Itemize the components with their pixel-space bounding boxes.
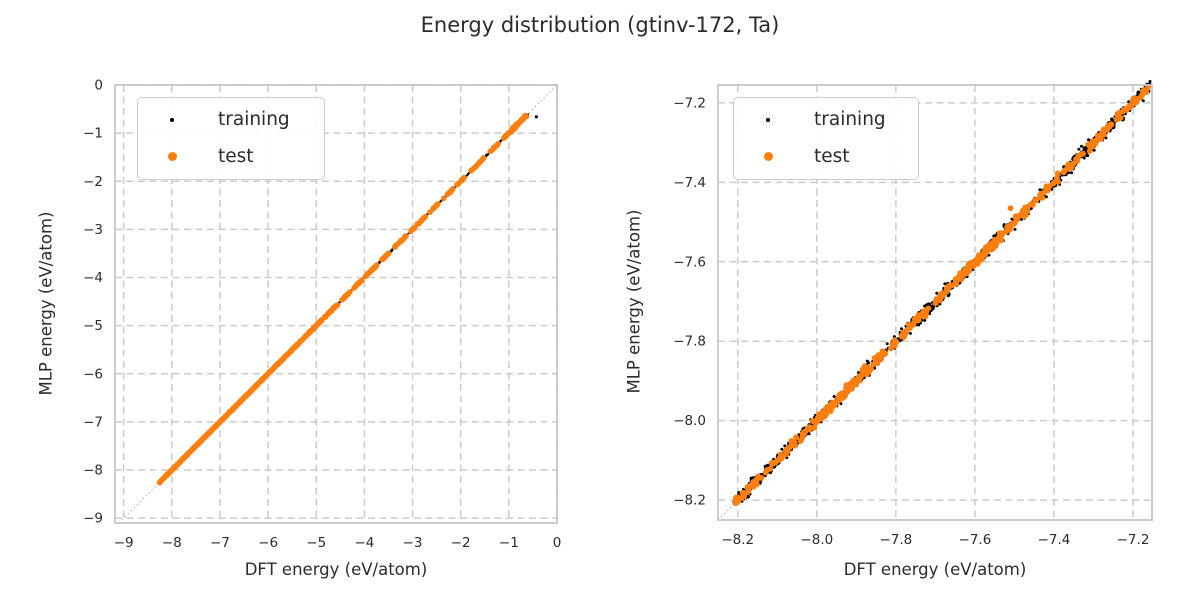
x-tick-label: −7 xyxy=(210,535,230,551)
x-tick-label: −7.8 xyxy=(879,532,912,548)
y-tick-label: −7.4 xyxy=(673,175,706,191)
y-tick-label: 0 xyxy=(94,78,103,94)
test-marker-icon xyxy=(763,152,773,161)
plot-border-plot1 xyxy=(717,84,1153,521)
y-tick-label: −7.2 xyxy=(673,95,706,111)
legend-item-test: test xyxy=(734,138,918,175)
x-axis-label-left: DFT energy (eV/atom) xyxy=(244,560,428,579)
x-tick-label: −7.6 xyxy=(959,532,992,548)
training-marker-icon xyxy=(170,117,174,122)
y-tick-label: −9 xyxy=(83,511,103,527)
series-test-plot0 xyxy=(156,112,530,486)
legend-item-test: test xyxy=(138,138,324,175)
y-tick-label: −1 xyxy=(83,126,103,142)
x-tick-label: −7.4 xyxy=(1038,532,1071,548)
training-marker-icon xyxy=(766,117,770,122)
x-tick-label: 0 xyxy=(553,535,562,551)
tick-labels-plot0: −9 −8 −7 −6 −5 −4 −3 −2 −1 0 0 −1 −2 −3 −4 −5 −6 −7 −8 −9 xyxy=(83,78,561,552)
tick-labels-plot1: −8.2 −8.0 −7.8 −7.6 −7.4 −7.2 −7.2 −7.4 −7.6 −7.8… xyxy=(673,95,1149,548)
y-tick-label: −7.6 xyxy=(673,254,706,270)
y-tick-label: −4 xyxy=(83,270,103,286)
series-test-plot1 xyxy=(732,84,1152,507)
x-tick-label: −9 xyxy=(114,535,134,551)
x-tick-label: −7.2 xyxy=(1117,532,1150,548)
y-tick-label: −7.8 xyxy=(673,334,706,350)
legend-item-training: training xyxy=(138,101,324,138)
y-tick-label: −2 xyxy=(83,174,103,190)
x-tick-label: −4 xyxy=(354,535,374,551)
x-tick-label: −1 xyxy=(499,535,519,551)
y-tick-label: −6 xyxy=(83,366,103,382)
legend-item-training: training xyxy=(734,101,918,138)
x-tick-label: −2 xyxy=(451,535,471,551)
x-tick-label: −5 xyxy=(306,535,326,551)
legend-left-plot: training test xyxy=(137,97,325,180)
test-marker-icon xyxy=(167,152,177,161)
y-tick-label: −7 xyxy=(83,414,103,430)
y-axis-label-right: MLP energy (eV/atom) xyxy=(624,209,644,394)
x-tick-label: −3 xyxy=(403,535,423,551)
legend-label-test: test xyxy=(218,146,254,167)
legend-label-training: training xyxy=(218,109,290,130)
y-tick-label: −8.2 xyxy=(673,493,706,509)
y-axis-label-left: MLP energy (eV/atom) xyxy=(36,211,56,396)
x-tick-label: −8.2 xyxy=(721,532,754,548)
x-tick-label: −8 xyxy=(162,535,182,551)
y-tick-label: −3 xyxy=(83,222,103,238)
y-tick-label: −8 xyxy=(83,463,103,479)
x-axis-label-right: DFT energy (eV/atom) xyxy=(843,560,1027,579)
figure-title: Energy distribution (gtinv-172, Ta) xyxy=(420,13,780,37)
legend-label-training: training xyxy=(814,109,886,130)
x-tick-label: −8.0 xyxy=(800,532,833,548)
plot-border-plot0 xyxy=(114,84,558,524)
legend-right-plot: training test xyxy=(733,97,919,180)
y-tick-label: −8.0 xyxy=(673,413,706,429)
legend-label-test: test xyxy=(814,146,850,167)
x-tick-label: −6 xyxy=(258,535,278,551)
y-tick-label: −5 xyxy=(83,318,103,334)
